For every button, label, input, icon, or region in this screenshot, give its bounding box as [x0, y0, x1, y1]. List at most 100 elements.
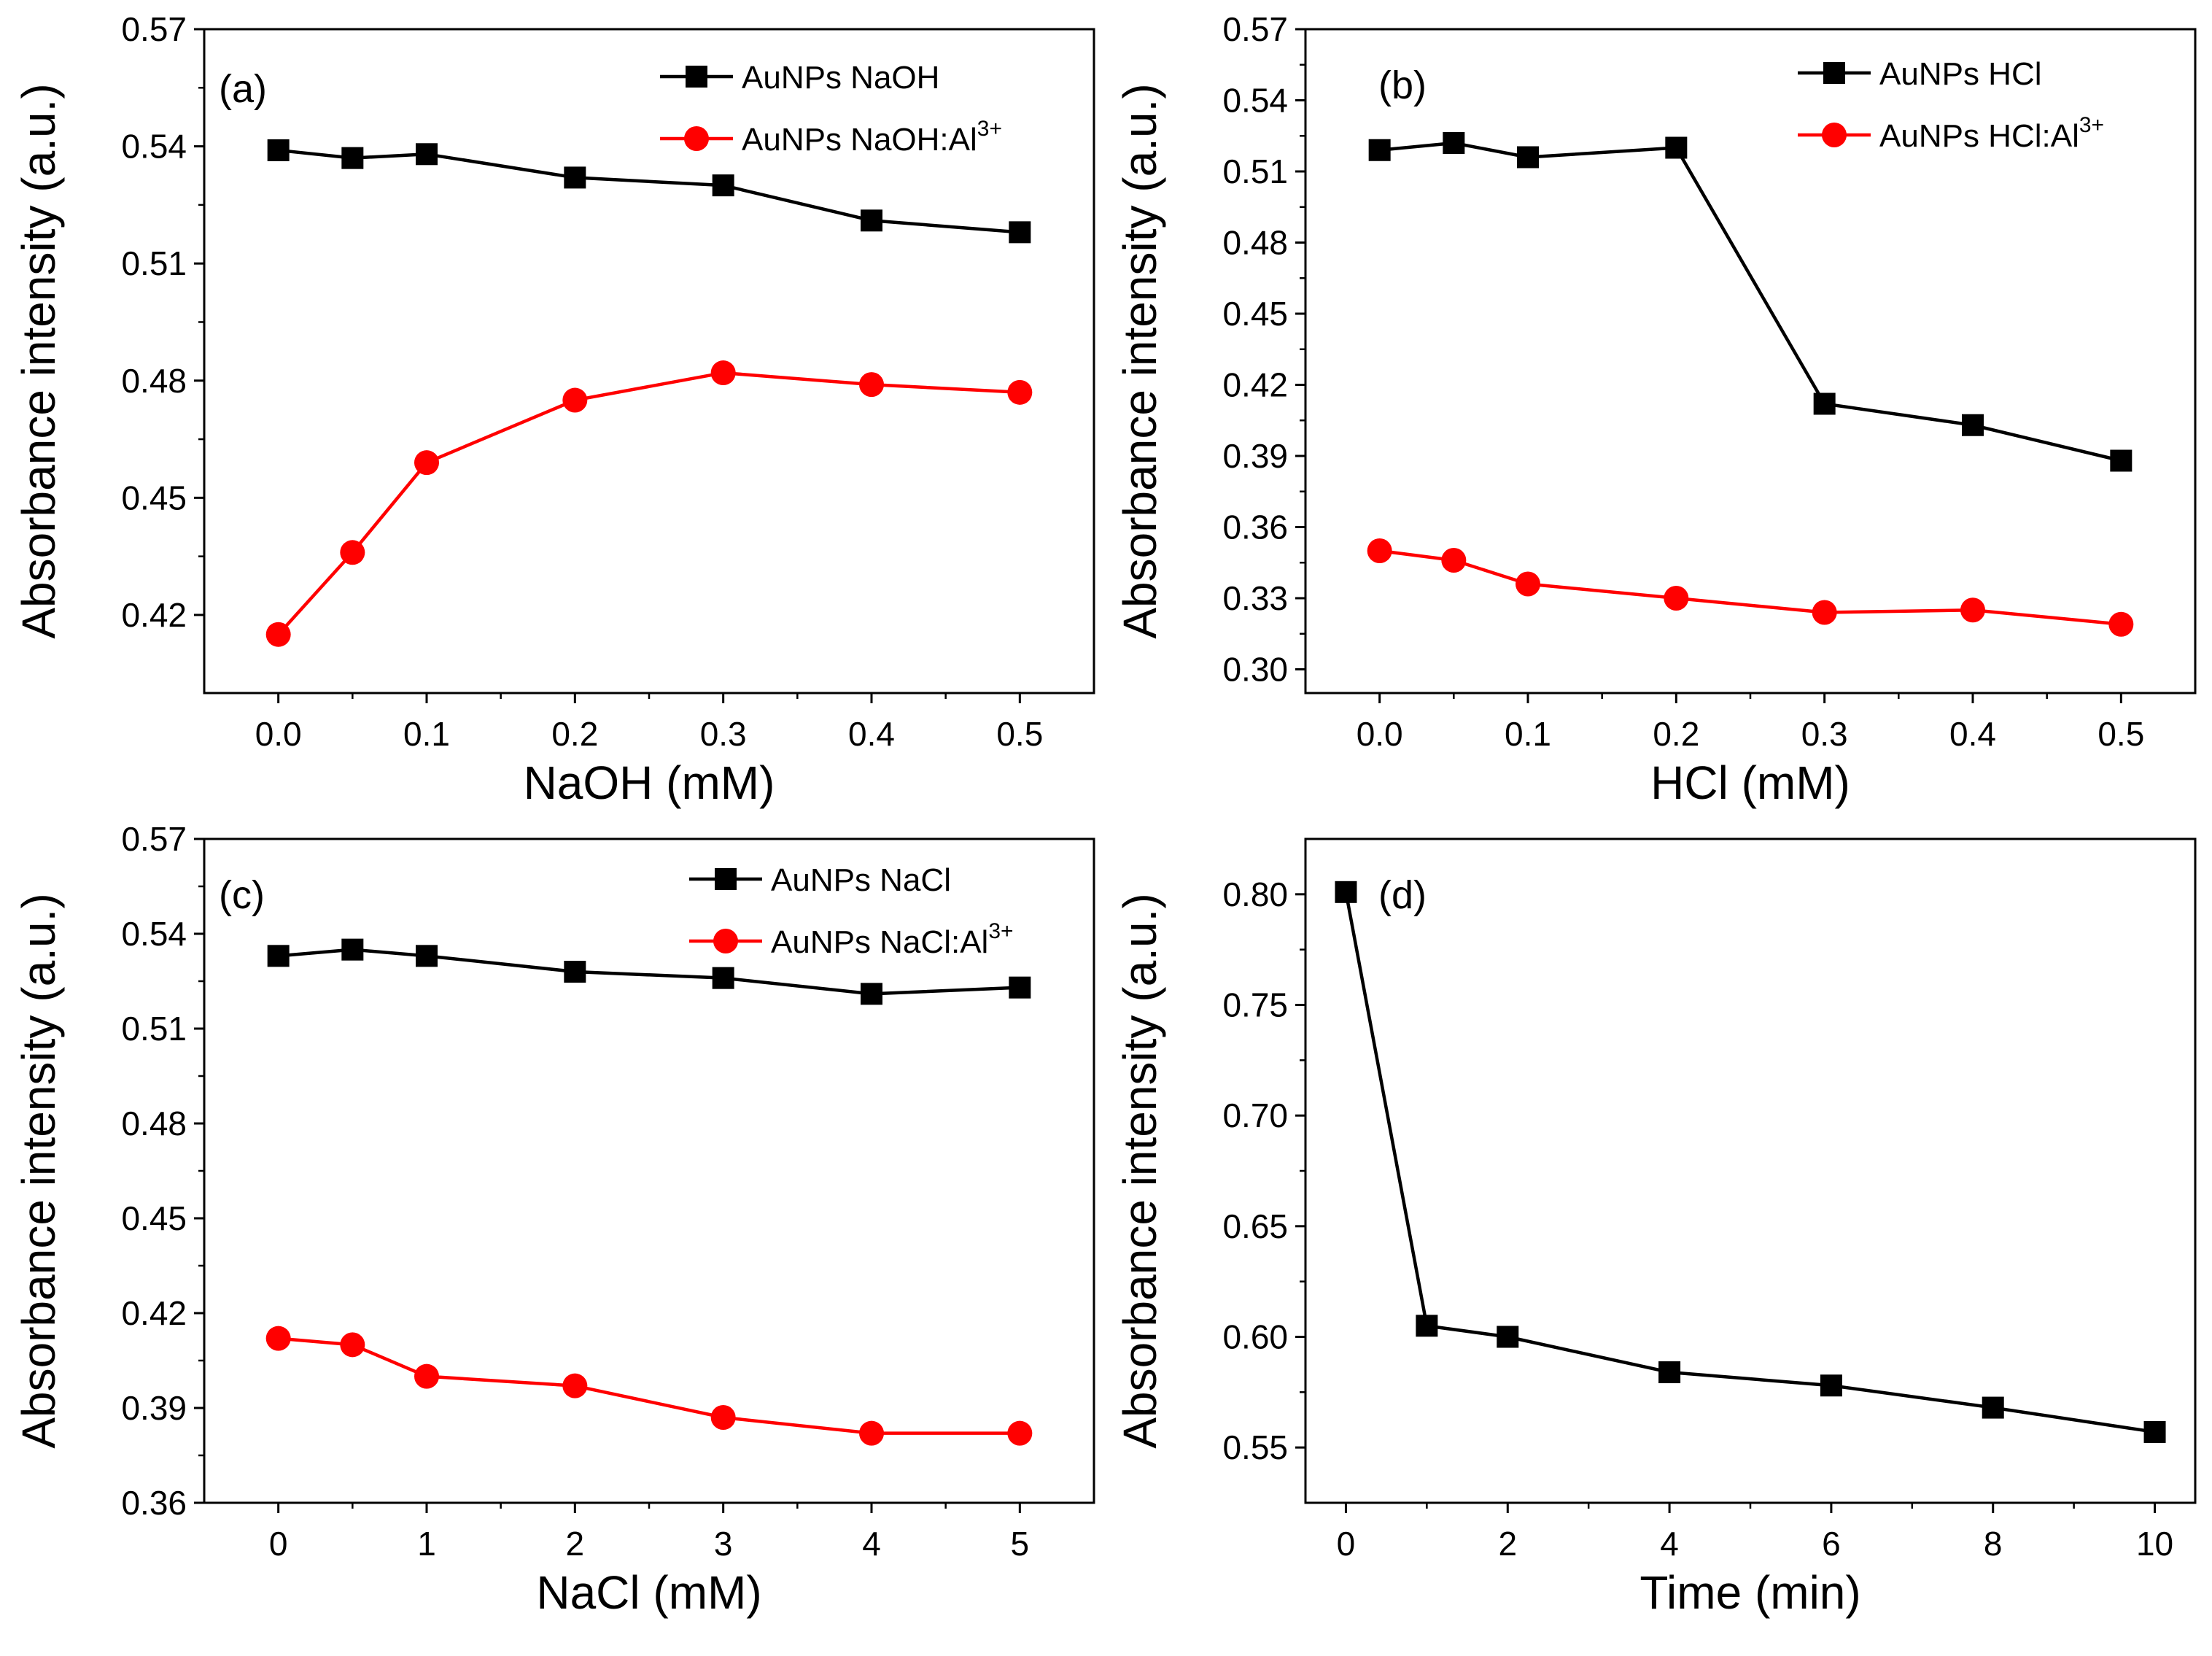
y-tick-label: 0.36	[121, 1484, 187, 1522]
data-point	[710, 360, 736, 386]
data-point	[562, 1373, 588, 1398]
panel-label: (a)	[219, 67, 267, 111]
data-point	[265, 1326, 291, 1351]
data-point	[341, 938, 364, 961]
x-tick-label: 0.3	[700, 715, 747, 753]
data-point	[859, 372, 884, 398]
data-point	[416, 143, 438, 166]
data-point	[564, 166, 586, 189]
data-point	[1007, 1420, 1033, 1446]
x-tick-label: 0.5	[996, 715, 1043, 753]
y-tick-label: 0.48	[1222, 224, 1288, 262]
data-point	[562, 387, 588, 413]
x-tick-label: 0.1	[1505, 715, 1551, 753]
legend-marker	[686, 66, 707, 88]
legend-marker	[1823, 62, 1845, 84]
series-line	[1379, 141, 2122, 463]
legend-marker	[715, 868, 737, 890]
x-axis-label: NaOH (mM)	[524, 757, 775, 809]
y-tick-label: 0.45	[121, 479, 187, 516]
data-point	[1335, 881, 1357, 903]
y-tick-label: 0.51	[121, 1010, 187, 1048]
data-point	[267, 945, 290, 967]
legend-label: AuNPs NaOH	[742, 60, 939, 96]
y-tick-label: 0.70	[1222, 1096, 1288, 1134]
y-tick-label: 0.80	[1222, 875, 1288, 913]
data-point	[861, 209, 882, 232]
x-tick-label: 0.3	[1801, 715, 1848, 753]
y-tick-label: 0.45	[121, 1199, 187, 1237]
data-point	[267, 139, 290, 161]
data-point	[340, 1332, 365, 1358]
y-tick-label: 0.51	[121, 244, 187, 282]
y-tick-label: 0.54	[1222, 82, 1288, 120]
data-point	[414, 1363, 439, 1389]
y-tick-label: 0.75	[1222, 986, 1288, 1024]
series-line	[278, 148, 1020, 234]
y-tick-label: 0.48	[121, 362, 187, 400]
legend-marker	[1822, 123, 1847, 147]
legend-marker	[684, 126, 709, 151]
data-point	[2108, 611, 2134, 637]
x-tick-label: 0.5	[2097, 715, 2144, 753]
data-point	[564, 961, 586, 983]
y-tick-label: 0.65	[1222, 1207, 1288, 1245]
y-tick-label: 0.57	[121, 10, 187, 48]
x-tick-label: 2	[566, 1525, 585, 1563]
panel-b: 0.0 0.1 0.2 0.3 0.4 0.5 0.30 0.33 0.36 0.39 0.42 0.…	[1114, 10, 2197, 809]
data-point	[1812, 600, 1837, 625]
y-tick-label: 0.54	[121, 915, 187, 953]
y-axis-label: Absorbance intensity (a.u.)	[1114, 893, 1166, 1448]
x-tick-label: 1	[417, 1525, 436, 1563]
data-point	[416, 945, 438, 967]
data-point	[1497, 1326, 1519, 1348]
series-line	[1379, 549, 2122, 626]
y-tick-label: 0.55	[1222, 1428, 1288, 1466]
x-tick-label: 0.0	[1357, 715, 1403, 753]
data-point	[340, 540, 365, 565]
x-tick-label: 0	[1337, 1525, 1356, 1563]
x-tick-label: 4	[862, 1525, 881, 1563]
y-axis-label: Absorbance intensity (a.u.)	[12, 83, 65, 638]
data-point	[1960, 597, 1985, 623]
data-point	[414, 450, 439, 476]
data-point	[1982, 1396, 2004, 1419]
data-point	[1962, 414, 1984, 436]
x-tick-label: 6	[1822, 1525, 1841, 1563]
x-tick-label: 2	[1498, 1525, 1517, 1563]
data-point	[1443, 132, 1465, 154]
panel-label: (d)	[1378, 873, 1427, 917]
y-tick-label: 0.30	[1222, 651, 1288, 689]
data-point	[861, 983, 882, 1005]
y-tick-label: 0.42	[121, 1294, 187, 1332]
data-point	[1009, 221, 1031, 244]
data-point	[710, 1405, 736, 1430]
x-tick-label: 0.2	[1653, 715, 1699, 753]
panel-d: 0 2 4 6 8 10 0.55 0.60 0.65 0.70 0.75 0.80 Time (min…	[1114, 837, 2197, 1619]
data-point	[1416, 1315, 1438, 1337]
data-point	[1367, 538, 1392, 563]
x-axis-label: NaCl (mM)	[536, 1566, 761, 1619]
y-tick-label: 0.57	[121, 820, 187, 858]
panel-label: (c)	[219, 873, 265, 917]
x-tick-label: 5	[1011, 1525, 1030, 1563]
data-point	[265, 622, 291, 647]
y-tick-label: 0.54	[121, 128, 187, 166]
panel-c: 0 1 2 3 4 5 0.36 0.39 0.42 0.45 0.48 0.51 0.54 0.57 Na…	[12, 820, 1095, 1619]
x-axis-label: Time (min)	[1639, 1566, 1860, 1619]
series-line	[1344, 891, 2155, 1434]
x-tick-label: 0.0	[255, 715, 302, 753]
data-point	[2110, 449, 2133, 472]
x-tick-label: 0.2	[551, 715, 598, 753]
data-point	[1368, 139, 1391, 161]
data-point	[712, 967, 734, 989]
y-axis-label: Absorbance intensity (a.u.)	[12, 893, 65, 1448]
data-point	[712, 174, 734, 197]
y-tick-label: 0.60	[1222, 1318, 1288, 1356]
panel-label: (b)	[1378, 63, 1427, 107]
data-point	[1007, 379, 1033, 405]
x-tick-label: 3	[714, 1525, 733, 1563]
y-tick-label: 0.45	[1222, 295, 1288, 333]
data-point	[2143, 1420, 2166, 1443]
